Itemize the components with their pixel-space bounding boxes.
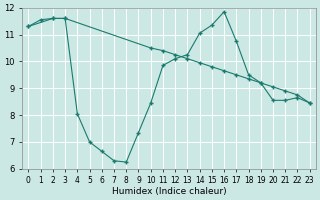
X-axis label: Humidex (Indice chaleur): Humidex (Indice chaleur) bbox=[112, 187, 226, 196]
